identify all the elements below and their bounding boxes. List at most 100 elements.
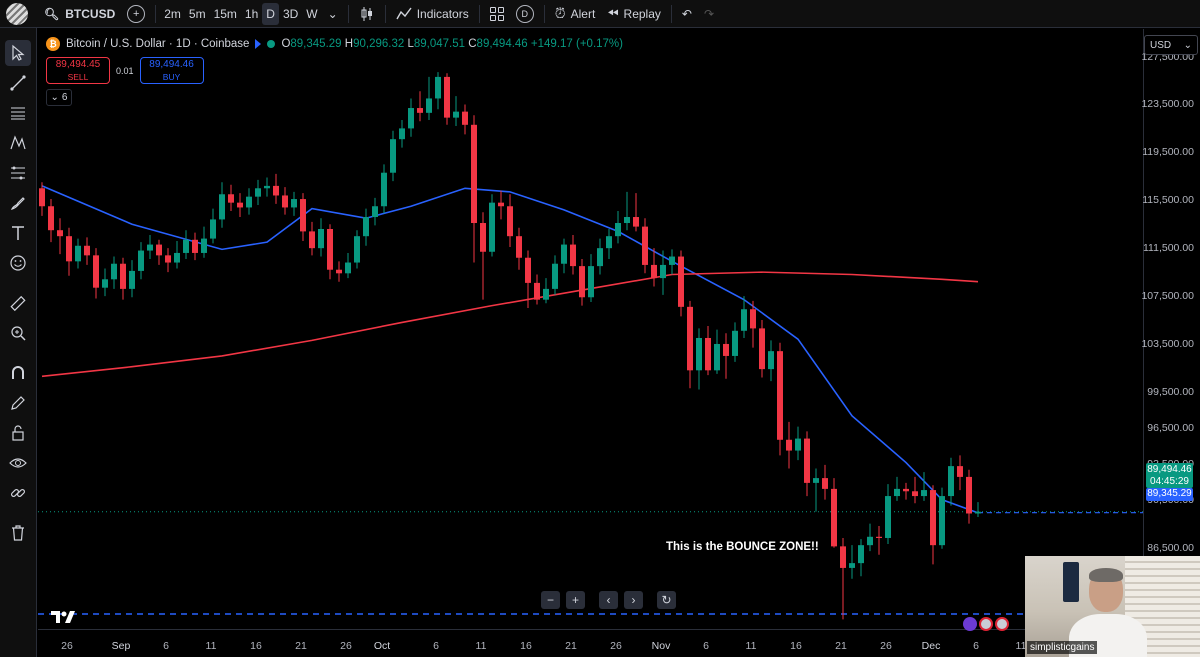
zoom-in-button[interactable]: + xyxy=(566,591,585,609)
layout-badge: D xyxy=(515,4,534,23)
scroll-right-button[interactable]: › xyxy=(624,591,643,609)
text-icon xyxy=(12,226,24,240)
cursor-tool[interactable] xyxy=(5,40,31,66)
measure-tool[interactable] xyxy=(5,290,31,316)
symbol-label: BTCUSD xyxy=(65,6,116,21)
brush-tool[interactable] xyxy=(5,190,31,216)
candle-body xyxy=(633,217,639,227)
currency-label: USD xyxy=(1150,39,1172,51)
price-chart[interactable] xyxy=(38,29,1143,629)
reset-chart-button[interactable]: ↻ xyxy=(657,591,676,609)
stay-drawing-tool[interactable] xyxy=(5,390,31,416)
layouts-button[interactable] xyxy=(484,0,510,28)
timeframe-2m[interactable]: 2m xyxy=(164,6,181,21)
candle-body xyxy=(723,343,729,356)
indicators-icon xyxy=(396,7,412,19)
zoom-out-button[interactable]: − xyxy=(541,591,560,609)
compare-symbol-button[interactable]: + xyxy=(121,0,151,28)
last-price-tag: 89,494.46 04:45:29 xyxy=(1146,463,1193,488)
magnet-tool[interactable] xyxy=(5,360,31,386)
divider xyxy=(347,4,349,23)
replay-button[interactable]: ⏪︎ Replay xyxy=(601,0,667,28)
candle-body xyxy=(399,128,405,140)
timeframe-5m[interactable]: 5m xyxy=(188,6,206,21)
timeframe-dropdown[interactable]: ⌄ xyxy=(322,0,344,28)
chart-legend: ₿ Bitcoin / U.S. Dollar · 1D · Coinbase … xyxy=(46,37,623,51)
candle-body xyxy=(48,206,54,231)
redo-icon: ↷ xyxy=(703,6,715,21)
pattern-tool[interactable] xyxy=(5,130,31,156)
emoji-tool[interactable] xyxy=(5,250,31,276)
link-tool[interactable] xyxy=(5,480,31,506)
candle-body xyxy=(147,244,153,251)
buy-button[interactable]: 89,494.46 BUY xyxy=(139,57,204,84)
candle-body xyxy=(705,337,711,371)
sell-button[interactable]: 89,494.45 SELL xyxy=(46,57,110,84)
candle-body xyxy=(210,219,216,239)
indicators-button[interactable]: Indicators xyxy=(390,0,475,28)
chart-annotation[interactable]: This is the BOUNCE ZONE!! xyxy=(666,541,819,553)
candle-body xyxy=(336,269,342,274)
remove-drawings-tool[interactable] xyxy=(5,520,31,546)
currency-select[interactable]: USD ⌄ xyxy=(1144,35,1198,55)
forecast-tool[interactable] xyxy=(5,160,31,186)
user-avatar[interactable] xyxy=(6,2,28,25)
scroll-left-button[interactable]: ‹ xyxy=(599,591,618,609)
flag-icon[interactable] xyxy=(255,39,262,49)
candle-body xyxy=(786,439,792,451)
candle-body xyxy=(372,206,378,218)
legend-title[interactable]: Bitcoin / U.S. Dollar · 1D · Coinbase xyxy=(66,38,250,50)
lock-tool[interactable] xyxy=(5,420,31,446)
timeframe-w[interactable]: W xyxy=(306,6,318,21)
eye-icon xyxy=(9,458,27,468)
candle-body xyxy=(498,202,504,207)
candle-body xyxy=(462,111,468,125)
price-scale-label: 107,500.00 xyxy=(1141,290,1194,303)
lightning-icon[interactable] xyxy=(963,617,977,631)
time-axis[interactable]: 26 Sep 6 11 16 21 26 Oct 6 11 16 21 26 Nov 6 11 16 21 26 De… xyxy=(38,629,1143,657)
candle-body xyxy=(228,194,234,203)
price-scale-label: 111,500.00 xyxy=(1143,242,1194,255)
candle-body xyxy=(183,239,189,253)
timeframe-1h[interactable]: 1h xyxy=(244,6,259,21)
legend-change: +149.17 (+0.17%) xyxy=(530,38,623,50)
fib-tool[interactable] xyxy=(5,100,31,126)
visibility-tool[interactable] xyxy=(5,450,31,476)
candle-body xyxy=(129,270,135,289)
undo-button[interactable]: ↶ xyxy=(676,0,698,28)
us-flag-icon[interactable] xyxy=(995,617,1009,631)
replay-label: Replay xyxy=(623,6,661,21)
redo-button[interactable]: ↷ xyxy=(698,0,720,28)
bitcoin-icon: ₿ xyxy=(46,37,60,51)
price-scale[interactable]: 127,500.00 123,500.00 119,500.00 115,500.00… xyxy=(1141,29,1200,629)
trend-line-tool[interactable] xyxy=(5,70,31,96)
symbol-search[interactable]: 🔍︎ BTCUSD xyxy=(38,0,121,28)
magnet-icon xyxy=(12,366,24,379)
chevron-down-icon: ⌄ xyxy=(1183,39,1192,51)
chart-pane[interactable] xyxy=(38,29,1143,629)
legend-close: 89,494.46 xyxy=(476,38,528,50)
timeframe-3d[interactable]: 3D xyxy=(282,6,299,21)
candle-body xyxy=(471,124,477,224)
smiley-icon xyxy=(10,255,26,271)
price-scale-label: 96,500.00 xyxy=(1147,421,1194,434)
timeframe-15m[interactable]: 15m xyxy=(213,6,237,21)
undo-icon: ↶ xyxy=(681,6,692,21)
alert-button[interactable]: ⏰︎ Alert xyxy=(549,0,602,28)
chart-type-button[interactable] xyxy=(353,0,381,28)
text-tool[interactable] xyxy=(5,220,31,246)
timeframe-d[interactable]: D xyxy=(262,2,279,25)
candle-body xyxy=(966,476,972,514)
time-axis-label: 26 xyxy=(610,640,622,652)
us-flag-icon[interactable] xyxy=(979,617,993,631)
market-status-icon xyxy=(267,40,276,48)
divider xyxy=(543,4,545,23)
candle-body xyxy=(678,256,684,307)
candle-body xyxy=(237,202,243,208)
layout-badge-button[interactable]: D xyxy=(510,0,540,28)
zoom-tool[interactable] xyxy=(5,320,31,346)
indicators-collapse-button[interactable]: ⌄ 6 xyxy=(46,89,72,106)
candle-body xyxy=(732,330,738,356)
candle-body xyxy=(318,229,324,249)
zoom-in-icon xyxy=(11,326,26,341)
